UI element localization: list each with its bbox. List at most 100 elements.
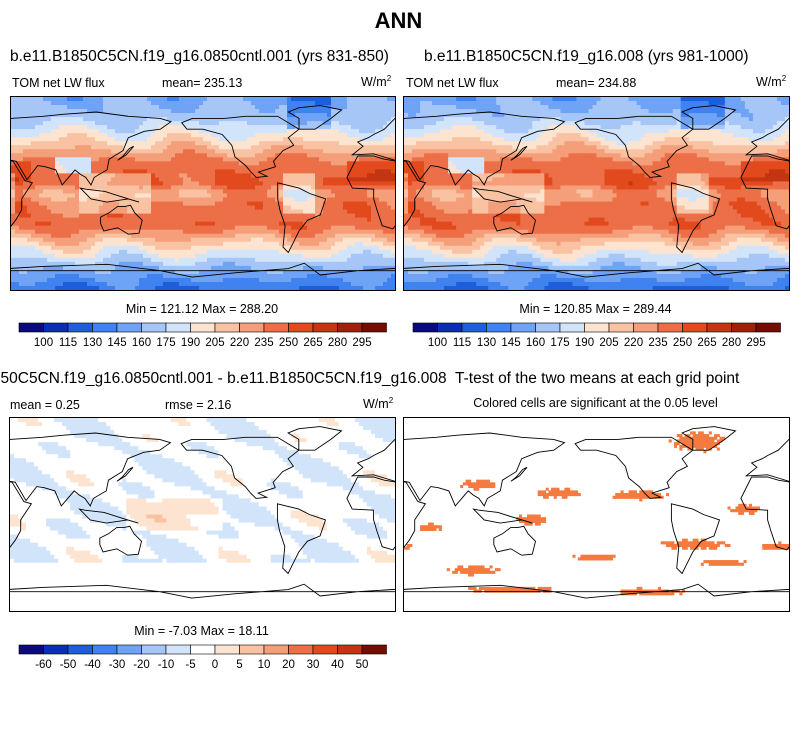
grid-cell <box>231 137 236 142</box>
grid-cell <box>343 105 348 110</box>
grid-cell <box>271 269 276 275</box>
grid-cell <box>387 153 392 158</box>
grid-cell <box>127 233 132 239</box>
grid-cell <box>207 165 212 170</box>
grid-cell <box>107 97 112 102</box>
grid-cell <box>315 101 320 106</box>
grid-cell <box>239 253 244 259</box>
grid-cell <box>692 101 698 106</box>
grid-cell <box>291 237 296 243</box>
grid-cell <box>492 101 497 106</box>
grid-cell <box>379 149 384 154</box>
grid-cell <box>139 153 144 158</box>
grid-cell <box>207 205 212 211</box>
grid-cell <box>383 97 388 102</box>
grid-cell <box>267 261 272 267</box>
grid-cell <box>267 161 272 166</box>
grid-cell <box>436 101 441 106</box>
grid-cell <box>135 261 140 267</box>
grid-cell <box>159 209 164 215</box>
grid-cell <box>147 181 152 187</box>
grid-cell <box>343 237 348 243</box>
colorbar-box <box>312 322 338 333</box>
grid-cell <box>103 265 108 271</box>
grid-cell <box>219 285 224 290</box>
grid-cell <box>159 201 164 207</box>
grid-cell <box>588 105 594 110</box>
grid-cell <box>391 217 395 223</box>
grid-cell <box>51 105 56 110</box>
grid-cell <box>15 233 20 239</box>
grid-cell <box>628 97 634 102</box>
grid-cell <box>311 197 316 203</box>
grid-cell <box>27 109 32 114</box>
grid-cell <box>135 105 140 110</box>
grid-cell <box>367 241 372 247</box>
grid-cell <box>75 117 80 122</box>
grid-cell <box>91 225 96 231</box>
grid-cell <box>59 153 64 158</box>
grid-cell <box>343 109 348 114</box>
grid-cell <box>75 189 80 195</box>
grid-cell <box>307 265 312 271</box>
grid-cell <box>383 217 388 223</box>
grid-cell <box>299 157 304 162</box>
grid-cell <box>247 137 252 142</box>
grid-cell <box>231 233 236 239</box>
grid-cell <box>51 201 56 207</box>
grid-cell <box>103 153 108 158</box>
grid-cell <box>247 117 252 122</box>
grid-cell <box>391 101 395 106</box>
grid-cell <box>255 113 260 118</box>
grid-cell <box>359 273 364 279</box>
grid-cell <box>239 113 244 118</box>
grid-cell <box>279 117 284 122</box>
grid-cell <box>19 169 24 174</box>
grid-cell <box>311 217 316 223</box>
grid-cell <box>151 149 156 154</box>
grid-cell <box>323 257 328 263</box>
grid-cell <box>87 141 92 146</box>
grid-cell <box>11 157 16 162</box>
grid-cell <box>27 141 32 146</box>
grid-cell <box>155 133 160 138</box>
grid-cell <box>548 105 553 110</box>
grid-cell <box>43 273 48 279</box>
grid-cell <box>23 265 28 271</box>
grid-cell <box>187 177 192 183</box>
grid-cell <box>644 101 650 106</box>
grid-cell <box>327 137 332 142</box>
grid-cell <box>732 101 738 106</box>
grid-cell <box>712 101 718 106</box>
grid-cell <box>355 237 360 243</box>
grid-cell <box>387 129 392 134</box>
grid-cell <box>215 201 220 207</box>
grid-cell <box>287 113 292 118</box>
grid-cell <box>243 101 248 106</box>
grid-cell <box>391 129 395 134</box>
grid-cell <box>67 273 72 279</box>
grid-cell <box>263 209 268 215</box>
grid-cell <box>187 257 192 263</box>
grid-cell <box>11 137 16 142</box>
grid-cell <box>271 213 276 219</box>
grid-cell <box>391 269 395 275</box>
grid-cell <box>99 113 104 118</box>
grid-cell <box>115 249 120 255</box>
grid-cell <box>151 249 156 255</box>
grid-cell <box>47 117 52 122</box>
grid-cell <box>211 253 216 259</box>
grid-cell <box>31 153 36 158</box>
grid-cell <box>343 241 348 247</box>
grid-cell <box>83 241 88 247</box>
grid-cell <box>211 105 216 110</box>
grid-cell <box>75 109 80 114</box>
grid-cell <box>367 249 372 255</box>
grid-cell <box>331 193 336 199</box>
grid-cell <box>379 157 384 162</box>
grid-cell <box>311 209 316 215</box>
grid-cell <box>107 149 112 154</box>
grid-cell <box>279 169 284 174</box>
grid-cell <box>279 225 284 231</box>
grid-cell <box>227 105 232 110</box>
